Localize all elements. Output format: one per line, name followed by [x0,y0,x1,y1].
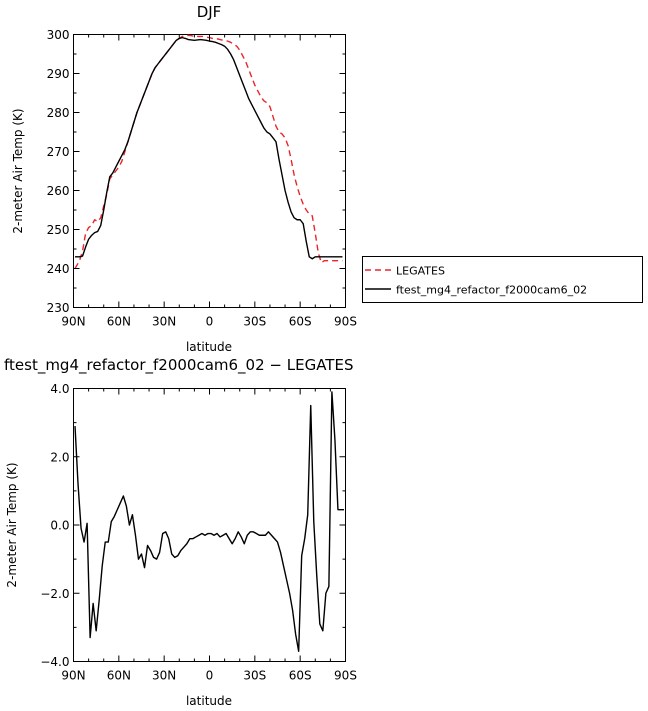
y-tick-label: 2.0 [50,450,69,464]
x-tick-label: 30N [152,669,176,683]
djf-axis-ticks: 90N 60N 30N 0 30S 60S 90S 230 240 250 260 270 280 290… [47,28,357,329]
y-tick-label: 260 [47,184,70,198]
difference-series-lines [74,391,344,652]
y-tick-label: 280 [47,106,70,120]
difference-chart-title: ftest_mg4_refactor_f2000cam6_02 − LEGATE… [4,356,353,375]
legend-label-legates: LEGATES [396,265,445,278]
x-tick-label: 0 [206,315,214,329]
y-tick-label: 300 [47,28,70,42]
ftest-mg4-refactor-f2000cam6-02-series-line [75,36,343,260]
djf-series-lines [74,34,343,269]
difference-plot-frame [73,388,346,662]
x-tick-label: 60N [107,315,131,329]
y-tick-label: 0.0 [50,519,69,533]
x-tick-label: 30S [243,315,266,329]
y-tick-label: 290 [47,67,70,81]
djf-temperature-panel: DJF 90N 60N 30N 0 30S 60S 90S 230 240 250 260 270 28… [11,3,357,354]
x-tick-label: 90N [61,669,85,683]
x-tick-label: 90S [334,315,357,329]
y-tick-label: −4.0 [40,655,69,669]
difference-series-line [74,391,344,652]
legates-series-line [74,34,343,269]
x-tick-label: 90S [334,669,357,683]
y-tick-label: −2.0 [40,587,69,601]
x-tick-label: 90N [61,315,85,329]
difference-panel: ftest_mg4_refactor_f2000cam6_02 − LEGATE… [4,356,357,708]
x-tick-label: 60N [107,669,131,683]
y-tick-label: 230 [47,301,70,315]
x-tick-label: 0 [206,669,214,683]
y-tick-label: 4.0 [50,382,69,396]
difference-x-axis-label: latitude [186,694,232,708]
difference-axis-ticks: 90N 60N 30N 0 30S 60S 90S −4.0 −2.0 0.0 2.0 4.0 [40,382,357,683]
x-tick-label: 60S [289,669,312,683]
djf-chart-title: DJF [197,3,222,21]
x-tick-label: 30N [152,315,176,329]
djf-y-axis-label: 2-meter Air Temp (K) [11,108,25,233]
y-tick-label: 250 [47,223,70,237]
difference-y-axis-label: 2-meter Air Temp (K) [5,462,19,587]
legend-box [362,256,643,303]
y-tick-label: 270 [47,145,70,159]
djf-x-axis-label: latitude [186,340,232,354]
x-tick-label: 30S [243,669,266,683]
djf-legend: LEGATES ftest_mg4_refactor_f2000cam6_02 [362,256,643,303]
y-tick-label: 240 [47,262,70,276]
legend-label-model: ftest_mg4_refactor_f2000cam6_02 [396,284,587,297]
x-tick-label: 60S [289,315,312,329]
